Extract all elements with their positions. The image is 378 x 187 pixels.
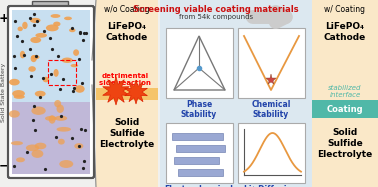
Text: Li⁺ Diffusion: Li⁺ Diffusion <box>244 185 298 187</box>
Ellipse shape <box>31 55 40 59</box>
Text: Solid
Sulfide
Electrolyte: Solid Sulfide Electrolyte <box>318 128 373 159</box>
Ellipse shape <box>57 127 71 132</box>
Ellipse shape <box>26 145 39 151</box>
Ellipse shape <box>53 22 60 26</box>
Ellipse shape <box>22 22 28 29</box>
Bar <box>48 60 76 85</box>
Ellipse shape <box>35 143 46 149</box>
Ellipse shape <box>59 160 73 168</box>
Bar <box>96 88 158 100</box>
Text: detrimental
side reaction: detrimental side reaction <box>99 73 151 86</box>
Ellipse shape <box>14 95 25 99</box>
FancyBboxPatch shape <box>8 6 94 178</box>
Bar <box>96 0 158 187</box>
Ellipse shape <box>69 28 76 32</box>
Ellipse shape <box>31 150 43 158</box>
Ellipse shape <box>30 37 41 43</box>
Ellipse shape <box>46 24 59 31</box>
Ellipse shape <box>54 69 59 77</box>
Text: LiFePO₄
Cathode: LiFePO₄ Cathode <box>324 22 366 42</box>
Ellipse shape <box>28 66 36 72</box>
Ellipse shape <box>11 141 23 145</box>
Ellipse shape <box>73 49 79 56</box>
Ellipse shape <box>36 33 47 38</box>
Text: −: − <box>0 159 9 172</box>
Ellipse shape <box>9 110 20 118</box>
Ellipse shape <box>75 85 85 93</box>
Bar <box>166 123 233 183</box>
Polygon shape <box>103 77 129 105</box>
Bar <box>32 1 68 8</box>
Ellipse shape <box>71 64 78 67</box>
Ellipse shape <box>56 105 64 113</box>
Ellipse shape <box>31 55 37 62</box>
Bar <box>238 28 305 98</box>
Text: w/o Coating: w/o Coating <box>104 5 150 14</box>
Ellipse shape <box>64 17 72 20</box>
Ellipse shape <box>35 91 46 97</box>
Ellipse shape <box>49 115 56 124</box>
Text: Phase
Stability: Phase Stability <box>181 100 217 119</box>
Polygon shape <box>125 80 147 104</box>
Bar <box>172 133 223 140</box>
Text: w/ Coating: w/ Coating <box>324 5 366 14</box>
Bar <box>174 157 219 164</box>
Bar <box>176 145 225 152</box>
Bar <box>178 169 223 176</box>
Bar <box>312 0 378 187</box>
Ellipse shape <box>20 51 25 58</box>
Ellipse shape <box>43 77 49 82</box>
Ellipse shape <box>51 14 60 18</box>
Ellipse shape <box>58 139 65 145</box>
Text: Chemical
Stability: Chemical Stability <box>251 100 291 119</box>
Bar <box>160 0 312 187</box>
Ellipse shape <box>55 116 67 121</box>
Ellipse shape <box>74 143 84 149</box>
Text: Solid State Battery: Solid State Battery <box>2 62 6 122</box>
Ellipse shape <box>45 116 57 121</box>
Ellipse shape <box>16 157 25 162</box>
Ellipse shape <box>30 18 40 23</box>
Text: LiFePO₄
Cathode: LiFePO₄ Cathode <box>106 22 148 42</box>
Ellipse shape <box>17 27 23 31</box>
Ellipse shape <box>62 58 73 63</box>
Ellipse shape <box>9 79 20 85</box>
Bar <box>12 10 90 102</box>
Bar <box>312 100 378 118</box>
Text: +: + <box>0 12 9 25</box>
Bar <box>166 28 233 98</box>
Bar <box>12 102 90 174</box>
Text: stabilized
interface: stabilized interface <box>328 85 362 98</box>
Text: Coating: Coating <box>327 105 363 114</box>
Ellipse shape <box>12 90 25 97</box>
Bar <box>238 123 305 183</box>
Ellipse shape <box>54 100 61 107</box>
Text: Electrochemical
Stability: Electrochemical Stability <box>164 185 234 187</box>
Text: from 54k compounds: from 54k compounds <box>179 14 253 20</box>
Text: Solid
Sulfide
Electrolyte: Solid Sulfide Electrolyte <box>99 118 155 149</box>
Text: Screening viable coating materials: Screening viable coating materials <box>133 5 299 14</box>
Ellipse shape <box>31 107 46 115</box>
